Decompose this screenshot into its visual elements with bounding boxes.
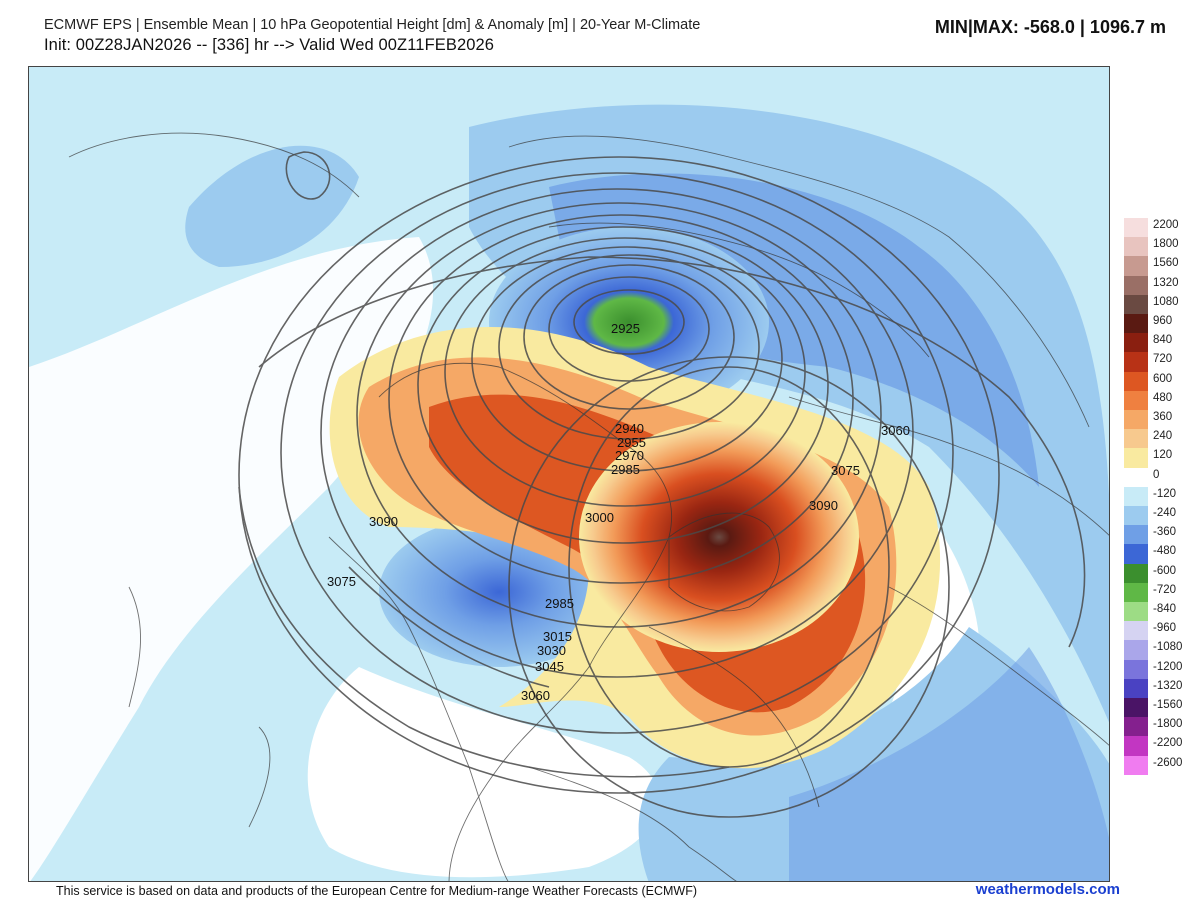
legend-swatch — [1124, 678, 1148, 699]
legend-swatch — [1124, 410, 1148, 430]
contour-label-group: 2925 2940 2955 2970 2985 3000 3060 3075 … — [327, 321, 910, 703]
contour-label: 2925 — [611, 321, 640, 336]
legend-swatch — [1124, 256, 1148, 277]
map-canvas: 2925 2940 2955 2970 2985 3000 3060 3075 … — [29, 67, 1109, 881]
legend-label: -480 — [1153, 545, 1177, 558]
legend-label: -360 — [1153, 526, 1177, 539]
contour-label: 3015 — [543, 629, 572, 644]
contour-label: 3090 — [809, 498, 838, 513]
neutral-region-west — [29, 237, 433, 881]
legend-swatch — [1124, 755, 1148, 776]
contour-label: 3045 — [535, 659, 564, 674]
legend-swatch — [1124, 544, 1148, 565]
legend-label: -120 — [1153, 487, 1177, 500]
legend-label: 1320 — [1153, 276, 1179, 289]
legend-swatch — [1124, 275, 1148, 296]
legend-swatch — [1124, 563, 1148, 584]
contour-label: 3075 — [831, 463, 860, 478]
legend-swatch — [1124, 602, 1148, 622]
legend-label: 240 — [1153, 430, 1173, 443]
legend-swatch — [1124, 659, 1148, 680]
legend-swatch — [1124, 582, 1148, 603]
contour-label: 2970 — [615, 448, 644, 463]
legend-label: 360 — [1153, 411, 1173, 423]
legend-swatch — [1124, 448, 1148, 469]
legend-label: -240 — [1153, 507, 1177, 519]
legend-swatch — [1124, 640, 1148, 661]
negative-anomaly-pacific-west — [185, 145, 359, 267]
legend-label: -2600 — [1153, 756, 1183, 769]
legend-label: 120 — [1153, 449, 1173, 462]
brand-link[interactable]: weathermodels.com — [975, 881, 1120, 898]
height-contours — [238, 151, 1086, 818]
legend-swatch — [1124, 621, 1148, 641]
legend-label: -2200 — [1153, 737, 1183, 750]
legend-label: -600 — [1153, 564, 1177, 577]
legend-label: 480 — [1153, 391, 1173, 404]
contour-label: 3090 — [369, 514, 398, 529]
legend-swatch — [1124, 467, 1148, 488]
legend-label: -840 — [1153, 603, 1177, 615]
ecmwf-notice: This service is based on data and produc… — [56, 884, 698, 898]
contour-label: 3060 — [521, 688, 550, 703]
legend-swatch — [1124, 525, 1148, 545]
legend-swatch — [1124, 429, 1148, 449]
legend-label: -720 — [1153, 583, 1177, 596]
legend-swatch — [1124, 294, 1148, 315]
legend-label: 1560 — [1153, 257, 1179, 270]
legend-swatch — [1124, 698, 1148, 718]
contour-label: 3060 — [881, 423, 910, 438]
legend-swatch — [1124, 333, 1148, 353]
coastlines — [68, 132, 1109, 881]
anomaly-map: 2925 2940 2955 2970 2985 3000 3060 3075 … — [28, 66, 1110, 882]
contour-label: 2955 — [617, 435, 646, 450]
legend-swatch — [1124, 371, 1148, 392]
legend-label: 720 — [1153, 353, 1173, 366]
min-max-readout: MIN|MAX: -568.0 | 1096.7 m — [934, 17, 1166, 37]
map-title: ECMWF EPS | Ensemble Mean | 10 hPa Geopo… — [44, 17, 701, 33]
legend-label: -1320 — [1153, 679, 1183, 692]
legend-label: -1200 — [1153, 660, 1183, 673]
legend-label: 0 — [1153, 468, 1160, 481]
legend-swatch — [1124, 736, 1148, 757]
legend-label: 840 — [1153, 334, 1173, 347]
legend-swatch — [1124, 352, 1148, 373]
negative-anomaly-atlantic-deep — [789, 647, 1109, 881]
contour-label: 2985 — [545, 596, 574, 611]
legend-label: -1080 — [1153, 641, 1183, 654]
legend-label: 600 — [1153, 372, 1173, 385]
contour-label: 3075 — [327, 574, 356, 589]
legend-label: -1560 — [1153, 699, 1183, 711]
contour-label: 3000 — [585, 510, 614, 525]
init-valid-time: Init: 00Z28JAN2026 -- [336] hr --> Valid… — [44, 36, 495, 54]
legend-swatch — [1124, 237, 1148, 257]
legend-swatch — [1124, 390, 1148, 411]
warm-core-greenland — [579, 422, 859, 652]
legend-label: 960 — [1153, 315, 1173, 327]
legend-label: -960 — [1153, 622, 1177, 635]
legend-label: -1800 — [1153, 718, 1183, 731]
contour-label: 3030 — [537, 643, 566, 658]
legend-swatch — [1124, 314, 1148, 334]
legend-label: 1080 — [1153, 295, 1179, 308]
legend-swatch — [1124, 717, 1148, 737]
contour-label: 2940 — [615, 421, 644, 436]
legend-swatch — [1124, 506, 1148, 526]
legend-label: 2200 — [1153, 219, 1179, 231]
legend-label: 1800 — [1153, 238, 1179, 251]
legend-swatch — [1124, 486, 1148, 507]
legend-swatch — [1124, 218, 1148, 238]
contour-label: 2985 — [611, 462, 640, 477]
